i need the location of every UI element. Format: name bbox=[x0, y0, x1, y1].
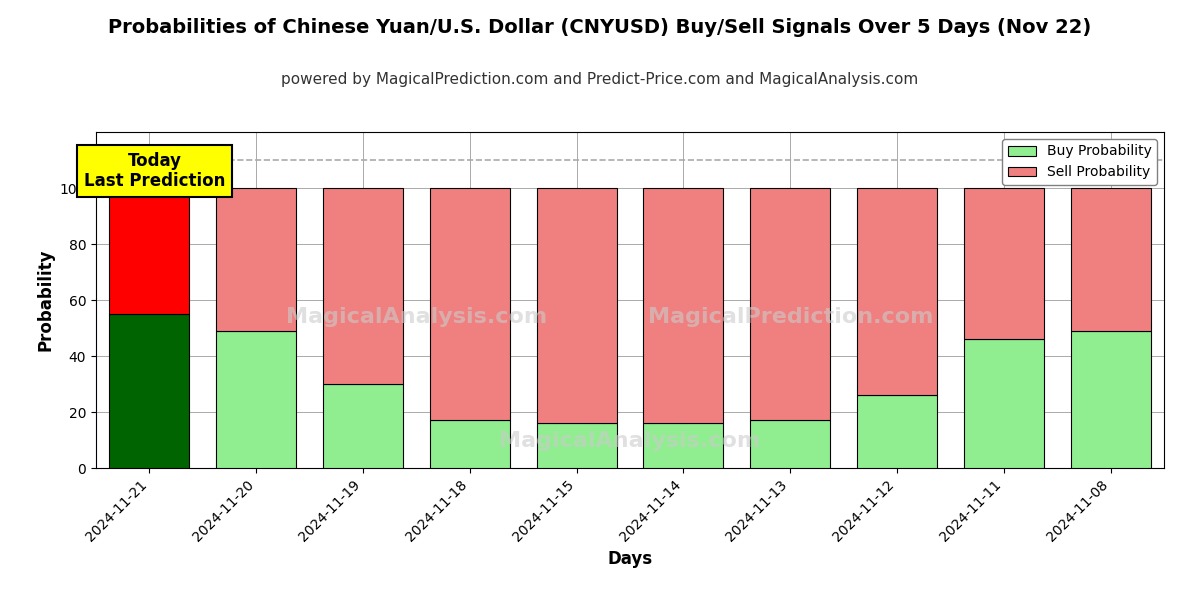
Text: MagicalPrediction.com: MagicalPrediction.com bbox=[648, 307, 932, 327]
Bar bbox=[643, 188, 724, 423]
Bar bbox=[216, 331, 296, 468]
Bar bbox=[964, 188, 1044, 339]
Bar bbox=[536, 188, 617, 423]
Bar bbox=[643, 423, 724, 468]
Text: Today
Last Prediction: Today Last Prediction bbox=[84, 152, 226, 190]
Bar bbox=[323, 188, 403, 384]
Text: Probabilities of Chinese Yuan/U.S. Dollar (CNYUSD) Buy/Sell Signals Over 5 Days : Probabilities of Chinese Yuan/U.S. Dolla… bbox=[108, 18, 1092, 37]
Bar bbox=[750, 188, 830, 421]
Bar bbox=[323, 384, 403, 468]
Legend: Buy Probability, Sell Probability: Buy Probability, Sell Probability bbox=[1002, 139, 1157, 185]
Bar bbox=[109, 188, 190, 314]
X-axis label: Days: Days bbox=[607, 550, 653, 568]
Text: powered by MagicalPrediction.com and Predict-Price.com and MagicalAnalysis.com: powered by MagicalPrediction.com and Pre… bbox=[281, 72, 919, 87]
Bar bbox=[1070, 331, 1151, 468]
Bar bbox=[430, 188, 510, 421]
Text: MagicalAnalysis.com: MagicalAnalysis.com bbox=[286, 307, 547, 327]
Bar bbox=[750, 421, 830, 468]
Text: MagicalAnalysis.com: MagicalAnalysis.com bbox=[499, 431, 761, 451]
Bar bbox=[536, 423, 617, 468]
Bar bbox=[964, 339, 1044, 468]
Bar bbox=[430, 421, 510, 468]
Bar bbox=[857, 395, 937, 468]
Bar bbox=[857, 188, 937, 395]
Bar bbox=[1070, 188, 1151, 331]
Bar bbox=[216, 188, 296, 331]
Bar bbox=[109, 314, 190, 468]
Y-axis label: Probability: Probability bbox=[36, 249, 54, 351]
